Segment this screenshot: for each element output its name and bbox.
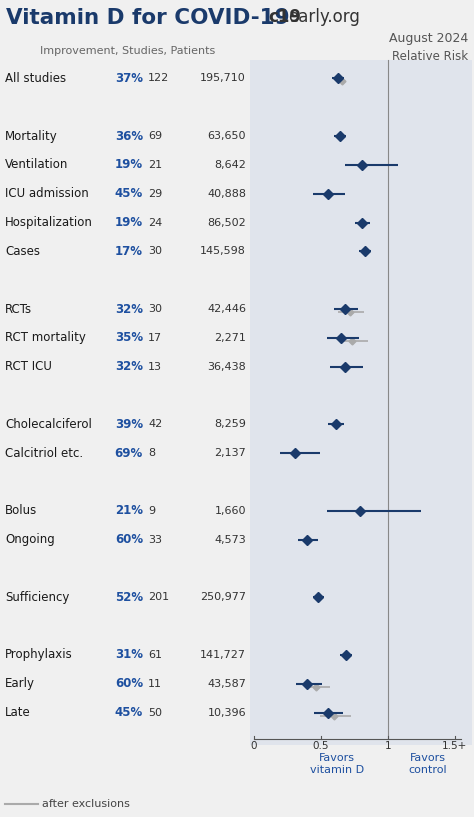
Text: All studies: All studies	[5, 72, 66, 85]
Text: Bolus: Bolus	[5, 504, 37, 517]
Text: 36,438: 36,438	[207, 362, 246, 372]
Text: Favors
vitamin D: Favors vitamin D	[310, 753, 364, 775]
Text: 63,650: 63,650	[208, 131, 246, 141]
Text: Early: Early	[5, 677, 35, 690]
Text: 32%: 32%	[115, 302, 143, 315]
Text: Vitamin D for COVID-19: Vitamin D for COVID-19	[6, 8, 290, 28]
Text: Cases: Cases	[5, 245, 40, 258]
Text: 1.5+: 1.5+	[442, 741, 467, 751]
Text: 24: 24	[148, 217, 162, 228]
Text: RCT ICU: RCT ICU	[5, 360, 52, 373]
Text: 31%: 31%	[115, 649, 143, 662]
Text: ICU admission: ICU admission	[5, 187, 89, 200]
Text: 13: 13	[148, 362, 162, 372]
Text: Hospitalization: Hospitalization	[5, 216, 93, 229]
Text: Sufficiency: Sufficiency	[5, 591, 69, 604]
Text: 201: 201	[148, 592, 169, 602]
Text: 195,710: 195,710	[200, 74, 246, 83]
Text: 21%: 21%	[115, 504, 143, 517]
Text: August 2024: August 2024	[389, 32, 468, 45]
Text: RCTs: RCTs	[5, 302, 32, 315]
Text: 60%: 60%	[115, 677, 143, 690]
Text: 52%: 52%	[115, 591, 143, 604]
Text: 141,727: 141,727	[200, 650, 246, 660]
Text: 0: 0	[251, 741, 257, 751]
Text: 10,396: 10,396	[207, 708, 246, 717]
Text: 2,271: 2,271	[214, 333, 246, 343]
Text: 42: 42	[148, 419, 162, 429]
Text: Ventilation: Ventilation	[5, 158, 68, 172]
Text: 2,137: 2,137	[214, 449, 246, 458]
Text: 69: 69	[148, 131, 162, 141]
Text: RCT mortality: RCT mortality	[5, 332, 86, 344]
Text: 8: 8	[148, 449, 155, 458]
Text: Relative Risk: Relative Risk	[392, 50, 468, 63]
Text: early.org: early.org	[288, 8, 360, 26]
Text: Ongoing: Ongoing	[5, 534, 55, 546]
Text: 37%: 37%	[115, 72, 143, 85]
Text: 145,598: 145,598	[200, 247, 246, 257]
Text: 33: 33	[148, 534, 162, 545]
Text: 69%: 69%	[115, 447, 143, 460]
Text: 60%: 60%	[115, 534, 143, 546]
Text: 45%: 45%	[115, 187, 143, 200]
Text: 50: 50	[148, 708, 162, 717]
Text: 35%: 35%	[115, 332, 143, 344]
Text: 86,502: 86,502	[207, 217, 246, 228]
Text: 250,977: 250,977	[200, 592, 246, 602]
Text: 9: 9	[148, 506, 155, 516]
Text: 30: 30	[148, 247, 162, 257]
Text: 43,587: 43,587	[207, 679, 246, 689]
Text: 4,573: 4,573	[214, 534, 246, 545]
Text: 19%: 19%	[115, 216, 143, 229]
Text: 17%: 17%	[115, 245, 143, 258]
Text: 122: 122	[148, 74, 169, 83]
Text: 32%: 32%	[115, 360, 143, 373]
Text: 11: 11	[148, 679, 162, 689]
Text: Calcitriol etc.: Calcitriol etc.	[5, 447, 83, 460]
Text: 19%: 19%	[115, 158, 143, 172]
Text: Cholecalciferol: Cholecalciferol	[5, 417, 92, 431]
Text: 21: 21	[148, 160, 162, 170]
Text: 0.5: 0.5	[313, 741, 329, 751]
Bar	[250, 60, 472, 745]
Text: 36%: 36%	[115, 130, 143, 142]
Text: 42,446: 42,446	[207, 304, 246, 314]
Text: Prophylaxis: Prophylaxis	[5, 649, 73, 662]
Text: Mortality: Mortality	[5, 130, 58, 142]
Text: 39%: 39%	[115, 417, 143, 431]
Text: 30: 30	[148, 304, 162, 314]
Text: 8,259: 8,259	[214, 419, 246, 429]
Text: 17: 17	[148, 333, 162, 343]
Text: 61: 61	[148, 650, 162, 660]
Text: 1,660: 1,660	[215, 506, 246, 516]
Text: after exclusions: after exclusions	[42, 799, 130, 809]
Text: 45%: 45%	[115, 706, 143, 719]
Text: 40,888: 40,888	[207, 189, 246, 199]
Text: Late: Late	[5, 706, 31, 719]
Text: 1: 1	[384, 741, 391, 751]
Text: 8,642: 8,642	[214, 160, 246, 170]
Text: 29: 29	[148, 189, 162, 199]
Text: Favors
control: Favors control	[409, 753, 447, 775]
Text: Improvement, Studies, Patients: Improvement, Studies, Patients	[40, 46, 216, 56]
Text: c19: c19	[268, 8, 301, 26]
